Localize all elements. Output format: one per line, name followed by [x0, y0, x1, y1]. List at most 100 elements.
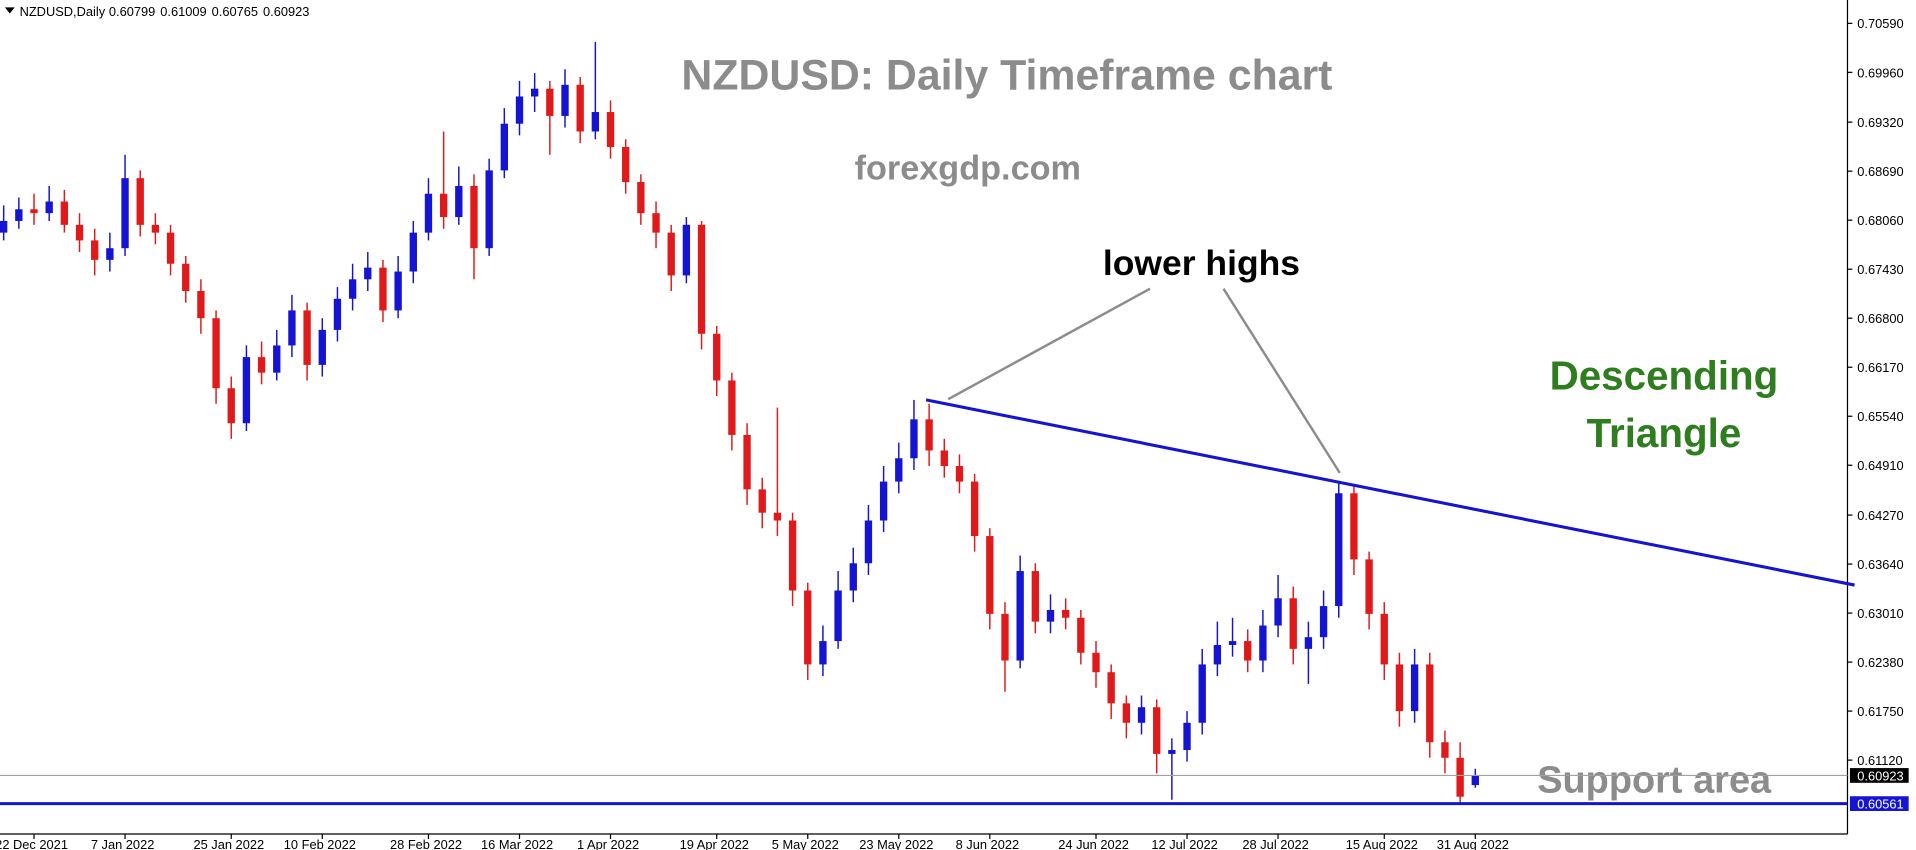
candle-body [804, 590, 812, 665]
ohlc-open: 0.60799 [109, 4, 155, 19]
candle-body [470, 185, 478, 249]
y-tick-label: 0.65540 [1857, 409, 1903, 424]
ohlc-close: 0.60923 [263, 4, 309, 19]
candle-body [379, 267, 387, 311]
candle-body [318, 329, 326, 365]
y-tick-label: 0.66170 [1857, 360, 1903, 375]
candle-body [500, 123, 508, 171]
candle-body [1395, 664, 1404, 712]
candle-body [637, 182, 645, 214]
price-label-box [1849, 768, 1909, 783]
x-tick-label: 23 May 2022 [859, 837, 933, 850]
candle-body [788, 520, 797, 591]
x-tick-label: 24 Jun 2022 [1058, 837, 1129, 850]
candle-body [1380, 613, 1388, 665]
chart-title: NZDUSD: Daily Timeframe chart [681, 52, 1332, 100]
candle-body [197, 290, 205, 319]
candle-body [743, 434, 751, 490]
x-tick-label: 19 Apr 2022 [680, 837, 749, 850]
candle-body [895, 458, 903, 482]
candle-body [606, 112, 615, 148]
candle-body [576, 84, 584, 132]
x-tick-label: 10 Feb 2022 [284, 837, 356, 850]
candle-body [30, 209, 38, 214]
candle-body [940, 450, 948, 467]
y-tick-label: 0.68060 [1857, 213, 1903, 228]
price-label: 0.60923 [1857, 768, 1903, 783]
candle-body [485, 170, 493, 249]
annotation: Descending [1550, 352, 1779, 398]
candle-body [1092, 652, 1100, 673]
ohlc-high: 0.61009 [160, 4, 206, 19]
candle-body [0, 220, 8, 233]
y-tick-label: 0.63010 [1857, 606, 1903, 621]
candle-body [227, 388, 235, 424]
y-tick-label: 0.68690 [1857, 164, 1903, 179]
candle-body [1365, 559, 1373, 614]
candle-body [1471, 775, 1479, 786]
candle-body [60, 201, 69, 225]
candle-body [1031, 571, 1039, 622]
candle-body [212, 318, 220, 389]
candle-body [1410, 664, 1419, 712]
candle-body [622, 147, 630, 183]
candle-body [121, 178, 129, 249]
candle-body [1001, 613, 1009, 661]
candle-body [455, 185, 463, 218]
candle-body [1016, 571, 1024, 661]
y-tick-label: 0.70590 [1857, 16, 1903, 31]
x-tick-label: 7 Jan 2022 [91, 837, 155, 850]
candle-body [986, 536, 994, 614]
candle-body [1244, 641, 1252, 661]
x-tick-label: 28 Jul 2022 [1242, 837, 1308, 850]
y-tick-label: 0.64270 [1857, 508, 1903, 523]
candle-body [1198, 664, 1206, 723]
candle-body [273, 345, 281, 373]
candle-body [910, 419, 918, 459]
price-label: 0.60561 [1857, 797, 1903, 812]
y-tick-label: 0.62380 [1857, 655, 1903, 670]
candle-body [45, 201, 53, 214]
menu-icon [4, 7, 15, 14]
candle-body [333, 298, 342, 330]
annotation: Support area [1537, 759, 1772, 801]
x-tick-label: 31 Aug 2022 [1437, 837, 1509, 850]
candle-body [758, 489, 766, 513]
candle-body [257, 357, 266, 373]
symbol: NZDUSD,Daily [20, 4, 106, 19]
candle-body [955, 466, 964, 482]
x-tick-label: 12 Jul 2022 [1151, 837, 1217, 850]
candle-body [1122, 703, 1131, 723]
candle-body [1153, 707, 1161, 754]
candle-body [697, 224, 706, 334]
price-label-box [1849, 796, 1909, 811]
candle-body [1168, 750, 1176, 754]
candle-body [546, 88, 554, 116]
y-tick-label: 0.67430 [1857, 262, 1903, 277]
candle-body [682, 224, 691, 276]
candle-body [530, 88, 539, 97]
candle-body [515, 96, 524, 124]
candle-body [182, 263, 190, 291]
candle-body [970, 481, 979, 537]
candle-body [1441, 742, 1449, 758]
y-tick-label: 0.69960 [1857, 65, 1903, 80]
candle-body [773, 512, 782, 521]
y-tick-label: 0.63640 [1857, 557, 1903, 572]
candle-body [667, 232, 675, 276]
x-tick-label: 5 May 2022 [772, 837, 839, 850]
candle-body [1456, 757, 1464, 797]
candle-body [242, 357, 251, 424]
candle-body [91, 240, 99, 260]
candle-body [1259, 625, 1267, 661]
candle-body [166, 232, 175, 264]
candle-body [303, 310, 311, 365]
candle-body [728, 380, 736, 435]
candle-body [1077, 617, 1085, 653]
arrow [947, 287, 1151, 401]
subtitle: forexgdp.com [855, 149, 1081, 187]
ohlc-low: 0.60765 [212, 4, 258, 19]
candle-body [1426, 664, 1434, 743]
candle-body [75, 224, 84, 241]
